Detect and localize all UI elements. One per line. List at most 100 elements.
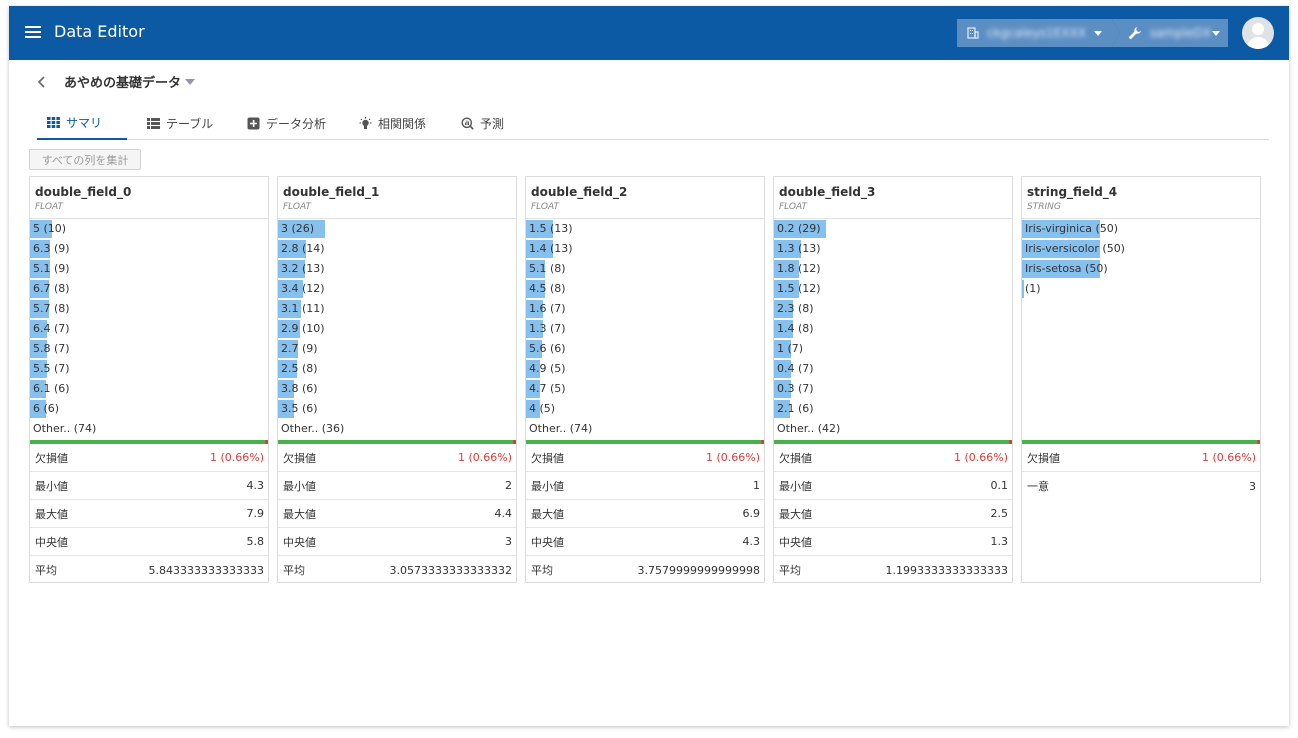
frequency-row[interactable]: 2.3 (8): [774, 299, 1012, 319]
column-name: double_field_3: [779, 185, 876, 199]
missing-ratio-marker: [1009, 440, 1012, 444]
frequency-row[interactable]: 3.4 (12): [278, 279, 516, 299]
stat-value: 1.1993333333333333: [885, 563, 1008, 577]
frequency-row[interactable]: 5.7 (8): [30, 299, 268, 319]
data-quality-bar: [1022, 440, 1260, 444]
frequency-row[interactable]: 6.4 (7): [30, 319, 268, 339]
frequency-row[interactable]: 2.9 (10): [278, 319, 516, 339]
frequency-row[interactable]: 1.4 (13): [526, 239, 764, 259]
frequency-row[interactable]: 2.7 (9): [278, 339, 516, 359]
value-frequency-list: 0.2 (29) 1.3 (13) 1.8 (12) 1.5 (12) 2.3 (8) 1…: [774, 219, 1012, 440]
other-values-row[interactable]: Other.. (42): [777, 422, 841, 435]
title-dropdown-icon[interactable]: [185, 79, 195, 85]
frequency-row[interactable]: 4.9 (5): [526, 359, 764, 379]
frequency-row[interactable]: 2.1 (6): [774, 399, 1012, 419]
frequency-label: 6.7 (8): [33, 282, 70, 295]
frequency-row[interactable]: 0.2 (29): [774, 219, 1012, 239]
breadcrumb-organization[interactable]: ckgcaleys1EXXX: [957, 19, 1120, 47]
other-values-row[interactable]: Other.. (74): [529, 422, 593, 435]
stat-label: 中央値: [531, 535, 564, 549]
breadcrumb-project[interactable]: sampleDX: [1112, 19, 1228, 47]
stat-row: 中央値 1.3: [774, 528, 1012, 556]
list-icon: [147, 117, 160, 129]
chart-search-icon: [461, 117, 474, 130]
stat-row: 最小値 4.3: [30, 472, 268, 500]
frequency-row[interactable]: 3.1 (11): [278, 299, 516, 319]
value-frequency-list: 5 (10) 6.3 (9) 5.1 (9) 6.7 (8) 5.7 (8) 6.4 (7…: [30, 219, 268, 440]
frequency-bar: [30, 380, 46, 398]
frequency-bar: [278, 380, 294, 398]
aggregate-all-columns-button[interactable]: すべての列を集計: [29, 149, 141, 170]
frequency-label: 5.1 (8): [529, 262, 566, 275]
frequency-bar: [278, 220, 325, 238]
frequency-row[interactable]: 3 (26): [278, 219, 516, 239]
frequency-row[interactable]: 1.8 (12): [774, 259, 1012, 279]
frequency-row[interactable]: 0.4 (7): [774, 359, 1012, 379]
frequency-row[interactable]: 6.1 (6): [30, 379, 268, 399]
menu-icon[interactable]: [23, 23, 43, 43]
tab-table[interactable]: テーブル: [147, 106, 213, 140]
frequency-bar: [30, 220, 52, 238]
frequency-bar: [278, 400, 294, 418]
breadcrumb-project-label: sampleDX: [1150, 26, 1212, 40]
frequency-row[interactable]: 5.6 (6): [526, 339, 764, 359]
column-header: string_field_4 STRING: [1022, 177, 1260, 219]
frequency-row[interactable]: 4.7 (5): [526, 379, 764, 399]
frequency-row[interactable]: 2.5 (8): [278, 359, 516, 379]
frequency-label: 5.8 (7): [33, 342, 70, 355]
frequency-row[interactable]: 3.2 (13): [278, 259, 516, 279]
value-frequency-list: Iris-virginica (50) Iris-versicolor (50) I…: [1022, 219, 1260, 440]
avatar[interactable]: [1242, 17, 1274, 49]
frequency-label: 1.6 (7): [529, 302, 566, 315]
tab-summary[interactable]: サマリ: [37, 106, 127, 140]
frequency-row[interactable]: 1.3 (7): [526, 319, 764, 339]
frequency-row[interactable]: 1 (7): [774, 339, 1012, 359]
frequency-bar: [30, 260, 50, 278]
tab-prediction[interactable]: 予測: [461, 106, 504, 140]
frequency-row[interactable]: 6.7 (8): [30, 279, 268, 299]
chevron-left-icon[interactable]: [36, 75, 48, 89]
frequency-row[interactable]: 2.8 (14): [278, 239, 516, 259]
stat-row: 欠損値 1 (0.66%): [1022, 444, 1260, 472]
stat-label: 一意: [1027, 480, 1049, 493]
frequency-row[interactable]: 5 (10): [30, 219, 268, 239]
frequency-row[interactable]: (1): [1022, 279, 1260, 299]
stat-row: 欠損値 1 (0.66%): [30, 444, 268, 472]
frequency-row[interactable]: 4 (5): [526, 399, 764, 419]
other-values-row[interactable]: Other.. (74): [33, 422, 97, 435]
frequency-row[interactable]: 6 (6): [30, 399, 268, 419]
tab-correlation[interactable]: 相関関係: [359, 106, 426, 140]
frequency-row[interactable]: 5.8 (7): [30, 339, 268, 359]
missing-ratio-marker: [265, 440, 268, 444]
frequency-bar: [774, 220, 826, 238]
frequency-row[interactable]: 1.4 (8): [774, 319, 1012, 339]
frequency-row[interactable]: Iris-versicolor (50): [1022, 239, 1260, 259]
frequency-row[interactable]: 1.3 (13): [774, 239, 1012, 259]
tab-prediction-label: 予測: [480, 116, 505, 131]
frequency-label: 4 (5): [529, 402, 556, 415]
frequency-row[interactable]: Iris-virginica (50): [1022, 219, 1260, 239]
frequency-row[interactable]: 3.5 (6): [278, 399, 516, 419]
frequency-row[interactable]: 5.5 (7): [30, 359, 268, 379]
column-type: FLOAT: [35, 202, 63, 212]
frequency-row[interactable]: 5.1 (8): [526, 259, 764, 279]
frequency-label: 2.1 (6): [777, 402, 814, 415]
stat-row: 最大値 6.9: [526, 500, 764, 528]
tab-data-analysis[interactable]: データ分析: [247, 106, 326, 140]
frequency-row[interactable]: 1.5 (12): [774, 279, 1012, 299]
frequency-row[interactable]: 0.3 (7): [774, 379, 1012, 399]
frequency-row[interactable]: 5.1 (9): [30, 259, 268, 279]
stat-value: 7.9: [246, 507, 265, 520]
frequency-bar: [526, 260, 545, 278]
frequency-row[interactable]: 4.5 (8): [526, 279, 764, 299]
stat-value: 1 (0.66%): [1201, 451, 1256, 464]
frequency-row[interactable]: Iris-setosa (50): [1022, 259, 1260, 279]
frequency-row[interactable]: 1.6 (7): [526, 299, 764, 319]
stat-row: 欠損値 1 (0.66%): [526, 444, 764, 472]
frequency-row[interactable]: 3.8 (6): [278, 379, 516, 399]
frequency-bar: [1022, 280, 1024, 298]
other-values-row[interactable]: Other.. (36): [281, 422, 345, 435]
frequency-row[interactable]: 6.3 (9): [30, 239, 268, 259]
frequency-row[interactable]: 1.5 (13): [526, 219, 764, 239]
stat-row: 平均 5.843333333333333: [30, 556, 268, 584]
